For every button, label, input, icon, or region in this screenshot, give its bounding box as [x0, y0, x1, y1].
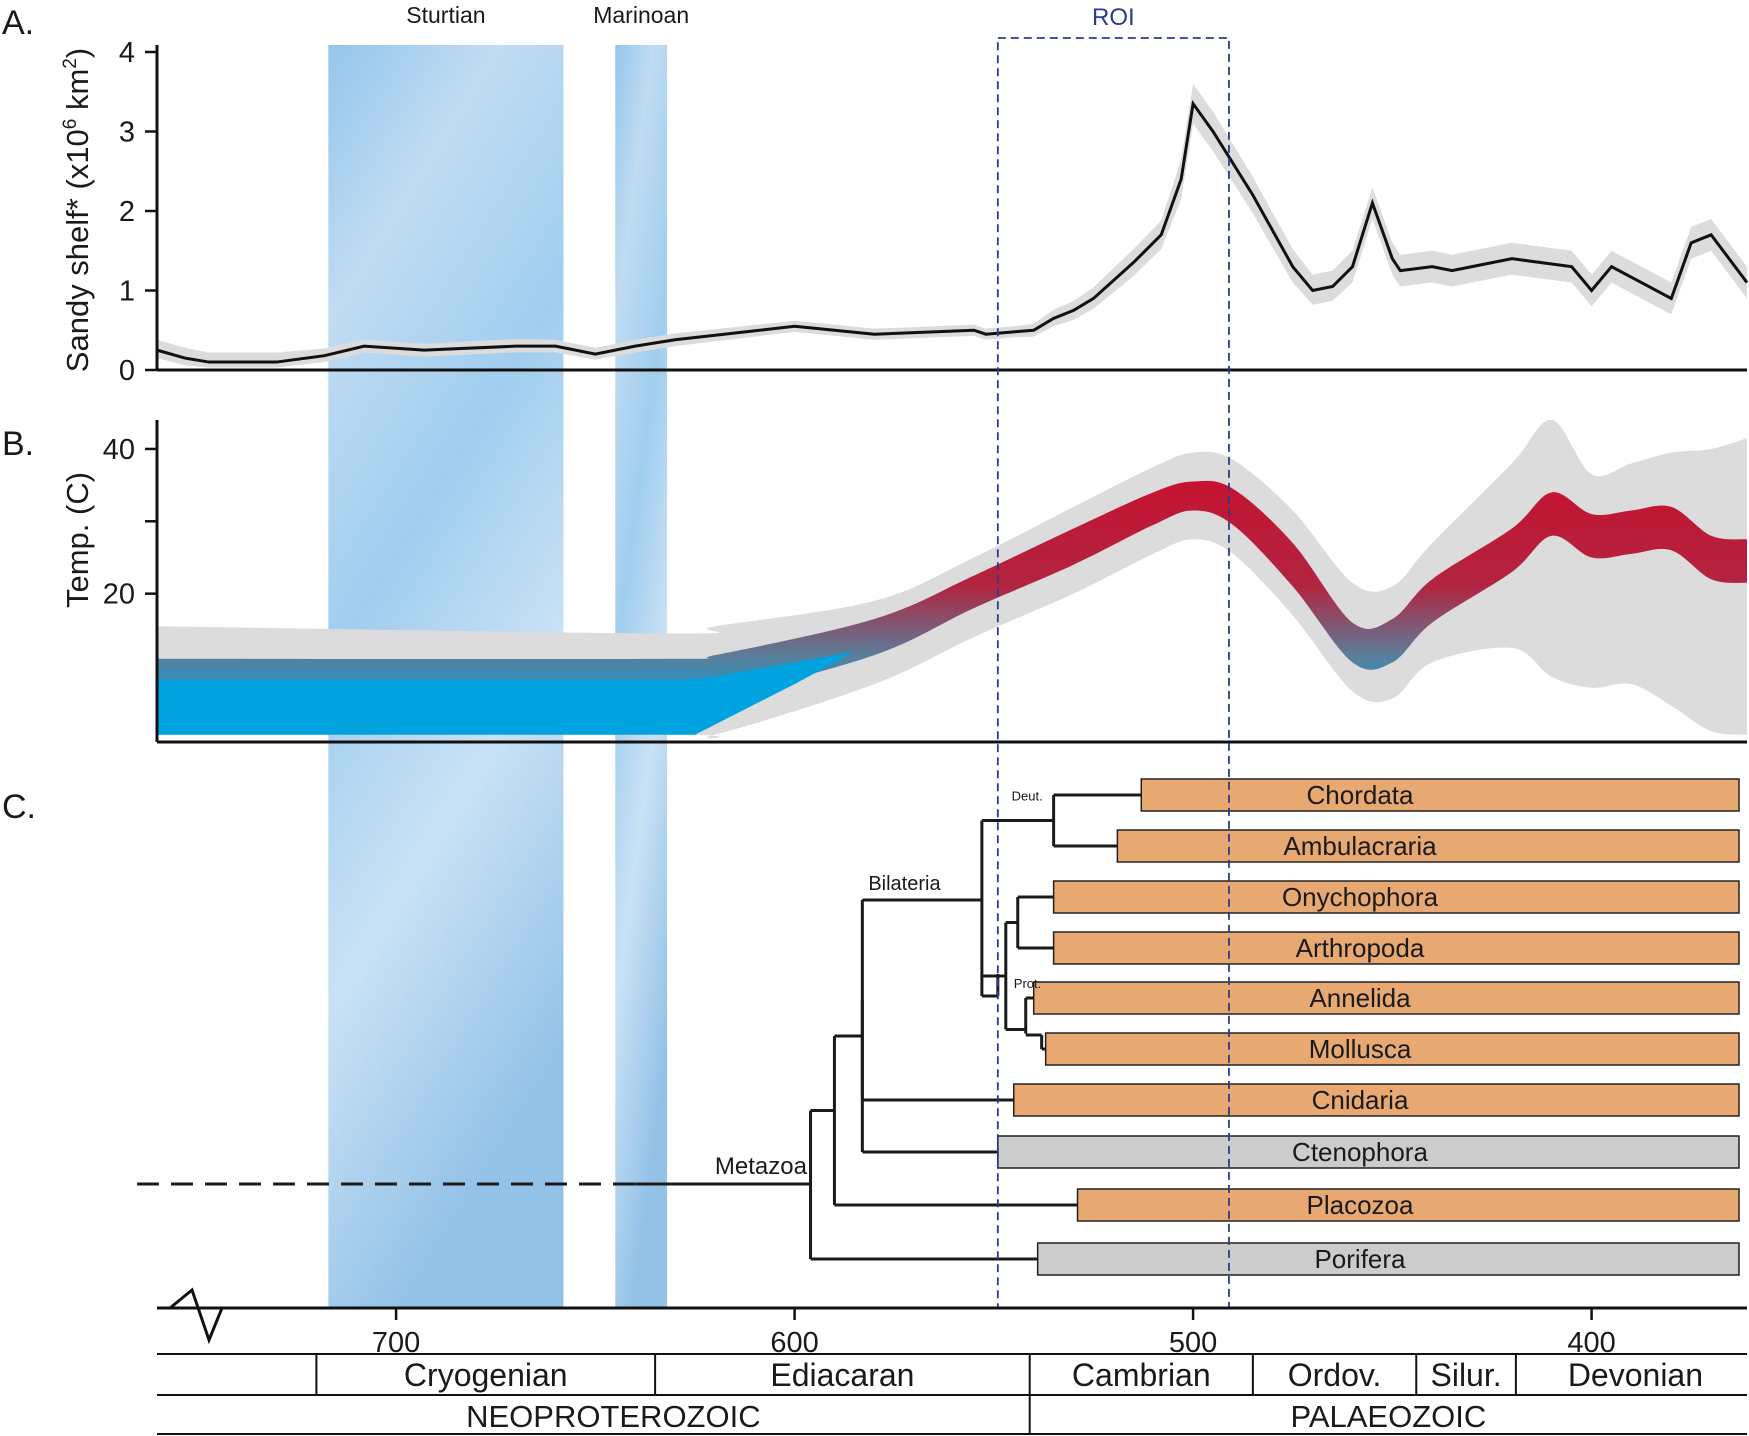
taxon-label-ambulacraria: Ambulacraria [1283, 831, 1437, 861]
y-axis-label-a: Sandy shelf* (x106 km2) [60, 48, 95, 372]
taxon-label-porifera: Porifera [1314, 1244, 1406, 1274]
taxon-bar-annelida [1032, 981, 1740, 1015]
taxon-bar-mollusca [1044, 1032, 1740, 1066]
taxon-label-arthropoda: Arthropoda [1296, 933, 1425, 963]
panel-label-b: B. [2, 425, 34, 463]
roi-label: ROI [1092, 4, 1135, 31]
taxon-label-annelida: Annelida [1309, 983, 1411, 1013]
taxon-bar-placozoa [1076, 1188, 1740, 1222]
clade-label-deut: Deut. [1012, 789, 1043, 804]
panel-label-c: C. [2, 788, 36, 826]
taxon-label-placozoa: Placozoa [1307, 1190, 1414, 1220]
y-tick-label-a: 0 [119, 355, 135, 387]
clade-label-bilateria: Bilateria [868, 873, 941, 895]
panel-a-sandy-shelf: 0 1 2 3 4 Sandy shelf* (x106 km2) [60, 37, 1749, 387]
clade-label-metazoa: Metazoa [715, 1153, 808, 1180]
taxon-label-chordata: Chordata [1307, 780, 1414, 810]
period-label-cambrian: Cambrian [1072, 1357, 1211, 1393]
taxon-bar-ctenophora [997, 1135, 1740, 1169]
period-label-devonian: Devonian [1568, 1357, 1703, 1393]
period-label-ordov: Ordov. [1288, 1357, 1382, 1393]
y-tick-label-a: 1 [119, 276, 135, 308]
era-label-palaeozoic: PALAEOZOIC [1290, 1399, 1486, 1434]
taxon-bar-chordata [1140, 778, 1740, 812]
taxon-label-mollusca: Mollusca [1309, 1034, 1412, 1064]
taxon-bar-porifera [1036, 1242, 1740, 1276]
y-axis-label-b: Temp. (C) [60, 472, 95, 608]
y-tick-label-b: 40 [103, 434, 135, 466]
taxon-bar-ambulacraria [1116, 829, 1740, 863]
period-label-cryogenian: Cryogenian [404, 1357, 568, 1393]
taxon-label-ctenophora: Ctenophora [1292, 1137, 1428, 1167]
y-tick-label-a: 2 [119, 196, 135, 228]
axis-break-icon [169, 1287, 235, 1345]
temp-cold-base [157, 651, 855, 735]
taxon-bar-arthropoda [1052, 931, 1740, 965]
era-label-neoproterozoic: NEOPROTEROZOIC [466, 1399, 761, 1434]
glaciation-label-sturtian: Sturtian [406, 2, 485, 28]
y-tick-label-a: 4 [119, 37, 135, 69]
temp-mean-ribbon [157, 480, 1747, 704]
shelf-line [156, 99, 1749, 364]
clade-label-prot: Prot. [1014, 976, 1041, 991]
y-tick-label-b: 20 [103, 579, 135, 611]
period-label-silur: Silur. [1430, 1357, 1501, 1393]
panel-label-a: A. [2, 4, 34, 42]
taxon-bar-cnidaria [1013, 1083, 1740, 1117]
panel-c-phylogeny: Chordata Ambulacraria Onychophora Arthropod… [137, 778, 1740, 1276]
taxon-label-onychophora: Onychophora [1282, 882, 1439, 912]
y-tick-label-a: 3 [119, 117, 135, 149]
period-label-ediacaran: Ediacaran [770, 1357, 914, 1393]
roi-rectangle [996, 37, 1230, 1309]
glaciation-label-marinoan: Marinoan [593, 2, 689, 28]
taxon-bar-onychophora [1052, 880, 1740, 914]
taxon-label-cnidaria: Cnidaria [1312, 1085, 1409, 1115]
